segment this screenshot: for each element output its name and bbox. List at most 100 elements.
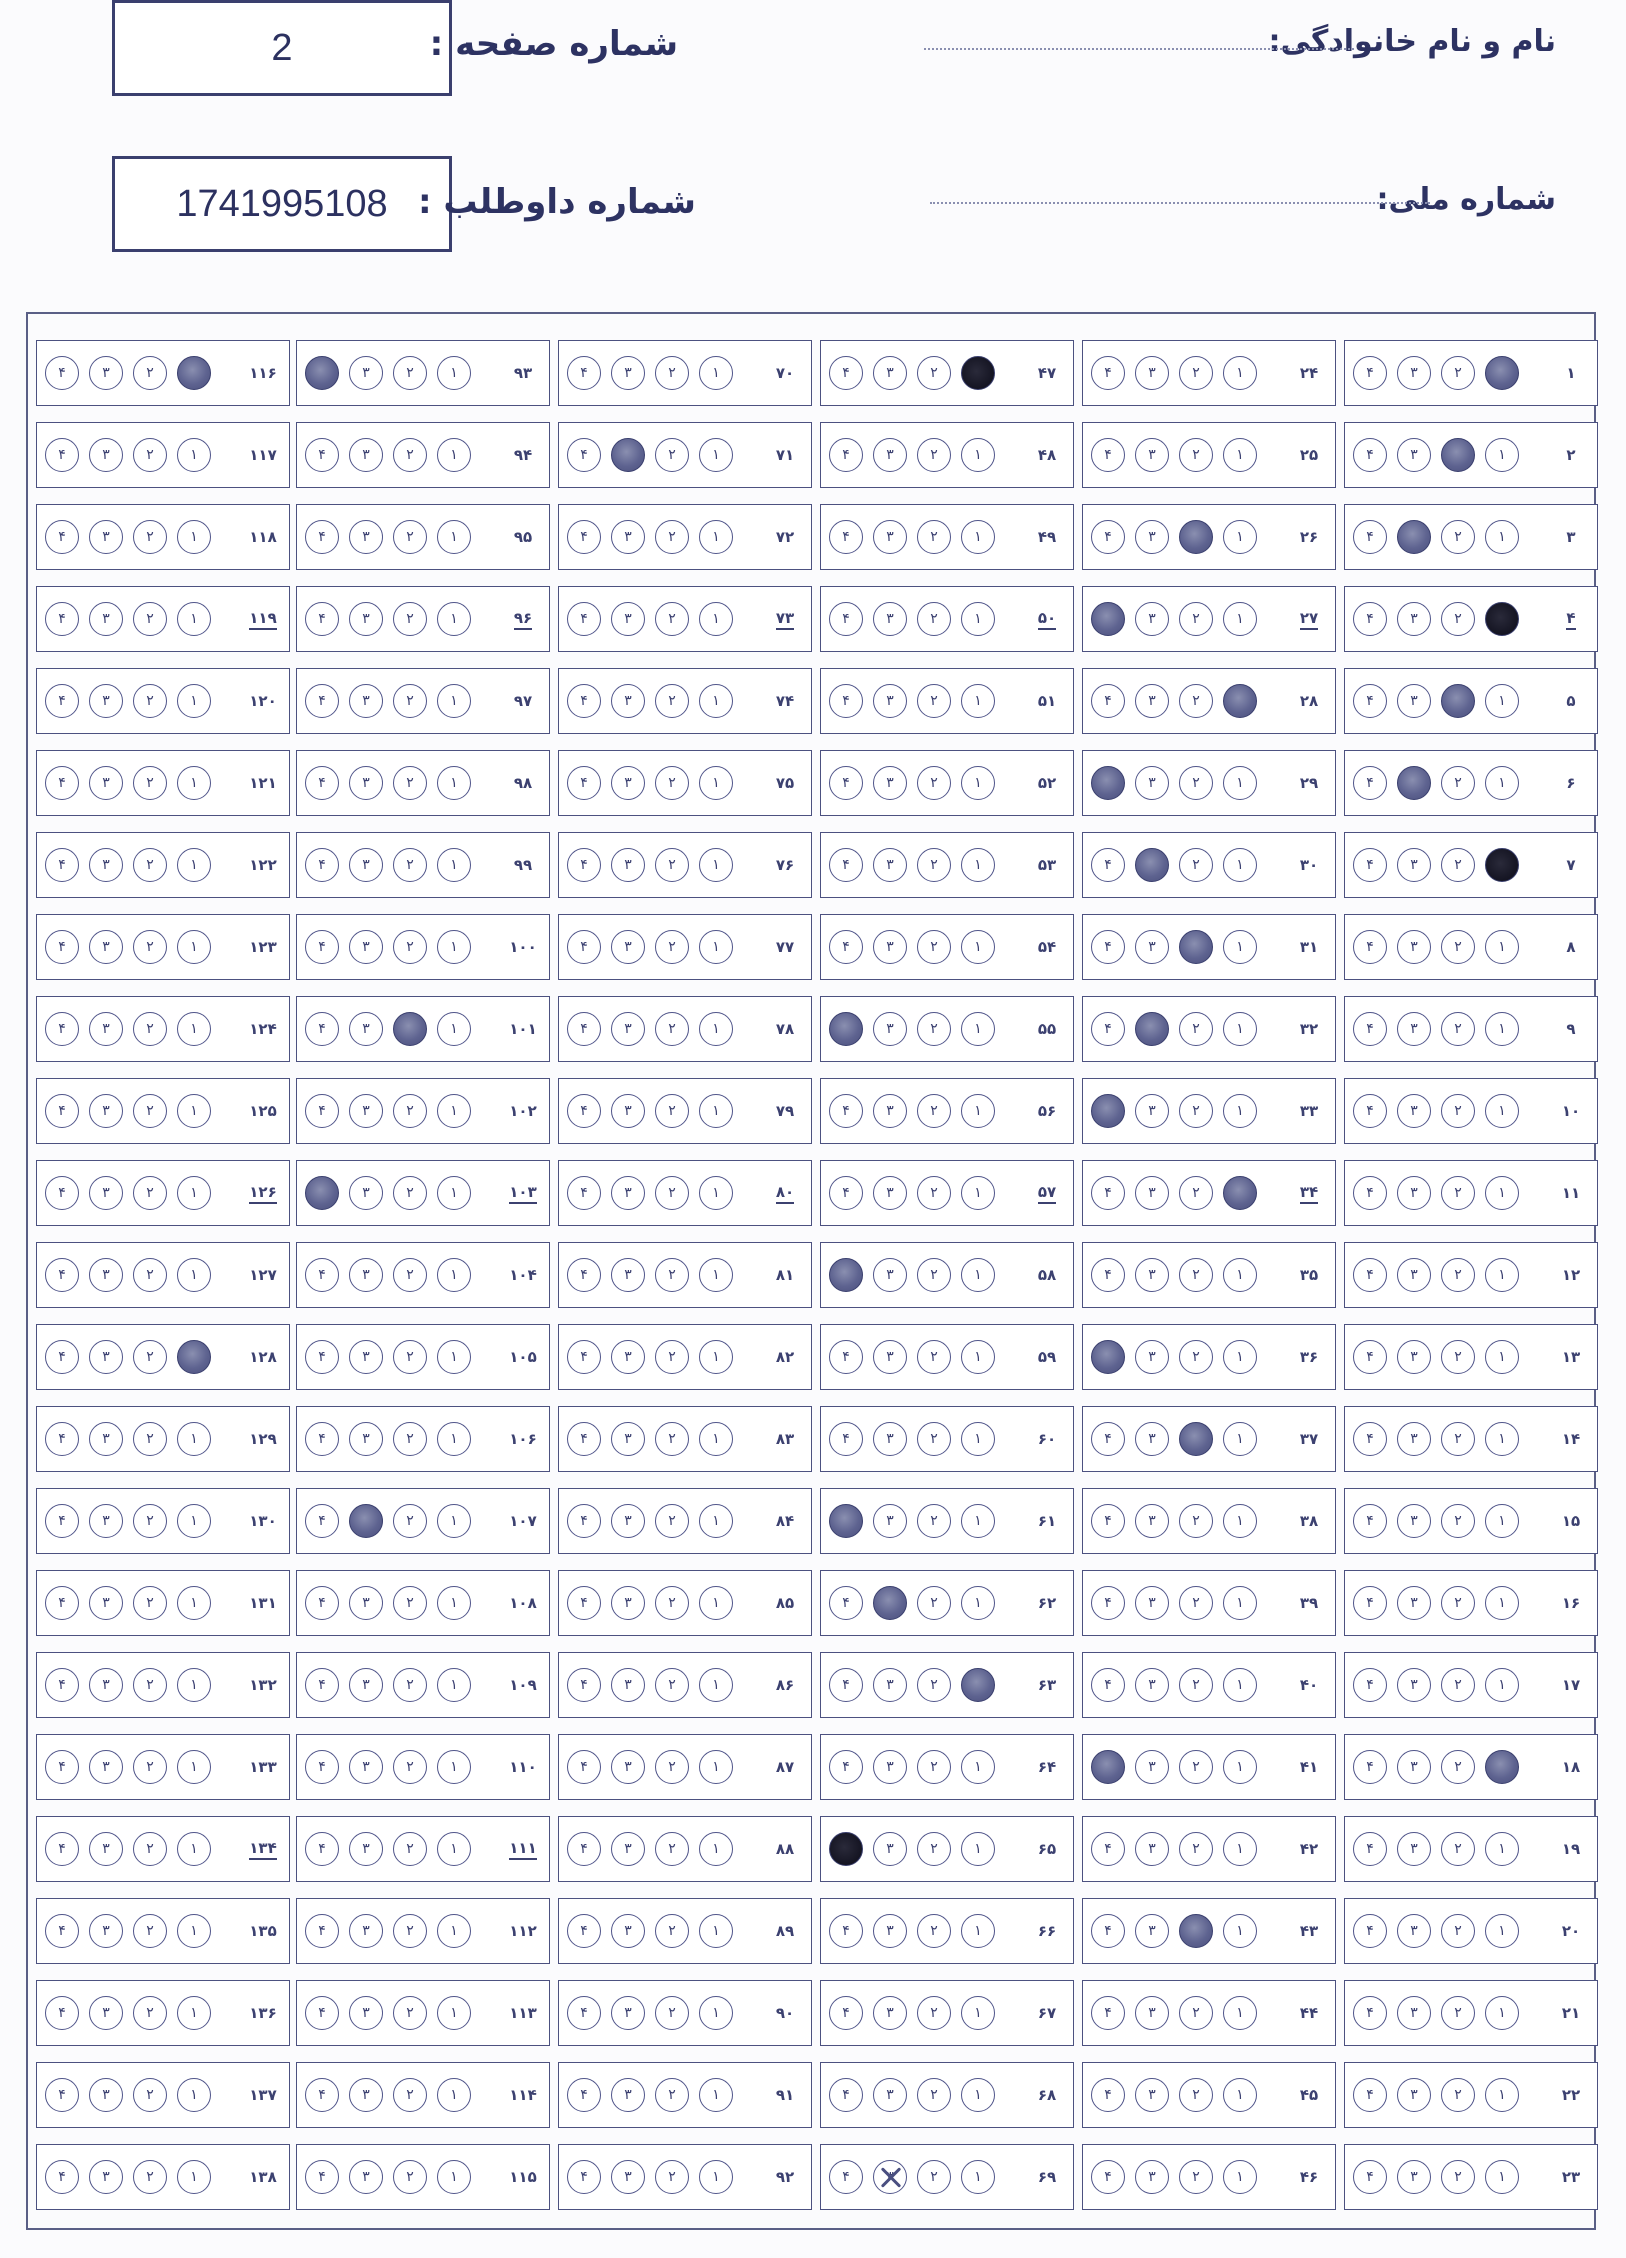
answer-bubble-option-2[interactable]: ۲ (133, 2160, 167, 2194)
answer-bubble-option-4[interactable]: ۴ (45, 1832, 79, 1866)
answer-bubble-option-1[interactable]: ۱ (699, 1094, 733, 1128)
answer-bubble-option-1[interactable]: ۱ (437, 1504, 471, 1538)
answer-bubble-option-3[interactable]: ۳ (349, 1586, 383, 1620)
answer-bubble-option-2[interactable]: ۲ (133, 1012, 167, 1046)
answer-bubble-option-3[interactable]: ۳ (1135, 1012, 1169, 1046)
answer-bubble-option-1[interactable]: ۱ (177, 1586, 211, 1620)
answer-bubble-option-2[interactable]: ۲ (917, 1914, 951, 1948)
answer-bubble-option-4[interactable]: ۴ (45, 602, 79, 636)
answer-bubble-option-2[interactable]: ۲ (393, 1012, 427, 1046)
answer-bubble-option-4[interactable]: ۴ (45, 1258, 79, 1292)
answer-bubble-option-4[interactable]: ۴ (45, 1094, 79, 1128)
answer-bubble-option-3[interactable]: ۳ (611, 1258, 645, 1292)
answer-bubble-option-3[interactable]: ۳ (1135, 930, 1169, 964)
answer-bubble-option-1[interactable]: ۱ (437, 1094, 471, 1128)
answer-bubble-option-2[interactable]: ۲ (917, 1012, 951, 1046)
answer-bubble-option-1[interactable]: ۱ (437, 1832, 471, 1866)
answer-bubble-option-1[interactable]: ۱ (177, 1504, 211, 1538)
answer-bubble-option-1[interactable]: ۱ (437, 684, 471, 718)
answer-bubble-option-4[interactable]: ۴ (45, 1996, 79, 2030)
answer-bubble-option-3[interactable]: ۳ (89, 602, 123, 636)
answer-bubble-option-2[interactable]: ۲ (133, 520, 167, 554)
answer-bubble-option-3[interactable]: ۳ (349, 1012, 383, 1046)
answer-bubble-option-1[interactable]: ۱ (177, 520, 211, 554)
answer-bubble-option-3[interactable]: ۳ (1397, 1176, 1431, 1210)
answer-bubble-option-3[interactable]: ۳ (349, 438, 383, 472)
answer-bubble-option-4[interactable]: ۴ (1091, 1012, 1125, 1046)
answer-bubble-option-4[interactable]: ۴ (305, 1668, 339, 1702)
answer-bubble-option-1[interactable]: ۱ (1223, 602, 1257, 636)
answer-bubble-option-3[interactable]: ۳ (1135, 356, 1169, 390)
answer-bubble-option-1[interactable]: ۱ (437, 356, 471, 390)
answer-bubble-option-4[interactable]: ۴ (1353, 766, 1387, 800)
answer-bubble-option-1[interactable]: ۱ (437, 520, 471, 554)
answer-bubble-option-1[interactable]: ۱ (1485, 1996, 1519, 2030)
answer-bubble-option-4[interactable]: ۴ (305, 1094, 339, 1128)
answer-bubble-option-2[interactable]: ۲ (1441, 2078, 1475, 2112)
answer-bubble-option-4[interactable]: ۴ (1091, 1586, 1125, 1620)
answer-bubble-option-2[interactable]: ۲ (133, 1914, 167, 1948)
answer-bubble-option-3[interactable]: ۳ (873, 2078, 907, 2112)
answer-bubble-option-4[interactable]: ۴ (829, 1504, 863, 1538)
answer-bubble-option-1[interactable]: ۱ (1223, 1832, 1257, 1866)
answer-bubble-option-3[interactable]: ۳ (873, 1668, 907, 1702)
answer-bubble-option-1[interactable]: ۱ (437, 2078, 471, 2112)
answer-bubble-option-3[interactable]: ۳ (89, 1176, 123, 1210)
answer-bubble-option-1[interactable]: ۱ (1223, 766, 1257, 800)
answer-bubble-option-3[interactable]: ۳ (1397, 602, 1431, 636)
answer-bubble-option-1[interactable]: ۱ (1485, 1176, 1519, 1210)
answer-bubble-option-2[interactable]: ۲ (1441, 1668, 1475, 1702)
answer-bubble-option-1[interactable]: ۱ (177, 1258, 211, 1292)
answer-bubble-option-4[interactable]: ۴ (45, 2078, 79, 2112)
answer-bubble-option-4[interactable]: ۴ (1353, 356, 1387, 390)
answer-bubble-option-1[interactable]: ۱ (177, 438, 211, 472)
answer-bubble-option-2[interactable]: ۲ (133, 1258, 167, 1292)
answer-bubble-option-2[interactable]: ۲ (1441, 1914, 1475, 1948)
answer-bubble-option-2[interactable]: ۲ (917, 1422, 951, 1456)
answer-bubble-option-3[interactable]: ۳ (1135, 602, 1169, 636)
answer-bubble-option-3[interactable]: ۳ (1135, 1668, 1169, 1702)
answer-bubble-option-2[interactable]: ۲ (917, 1094, 951, 1128)
answer-bubble-option-3[interactable]: ۳ (89, 1750, 123, 1784)
answer-bubble-option-2[interactable]: ۲ (1441, 438, 1475, 472)
answer-bubble-option-3[interactable]: ۳ (1135, 1504, 1169, 1538)
answer-bubble-option-4[interactable]: ۴ (567, 1586, 601, 1620)
answer-bubble-option-3[interactable]: ۳ (611, 1094, 645, 1128)
answer-bubble-option-3[interactable]: ۳ (873, 2160, 907, 2194)
answer-bubble-option-4[interactable]: ۴ (305, 520, 339, 554)
answer-bubble-option-3[interactable]: ۳ (349, 766, 383, 800)
answer-bubble-option-1[interactable]: ۱ (961, 356, 995, 390)
answer-bubble-option-2[interactable]: ۲ (133, 684, 167, 718)
answer-bubble-option-3[interactable]: ۳ (611, 1668, 645, 1702)
answer-bubble-option-3[interactable]: ۳ (611, 602, 645, 636)
answer-bubble-option-4[interactable]: ۴ (829, 1340, 863, 1374)
answer-bubble-option-3[interactable]: ۳ (873, 1750, 907, 1784)
answer-bubble-option-3[interactable]: ۳ (611, 356, 645, 390)
answer-bubble-option-3[interactable]: ۳ (89, 1012, 123, 1046)
answer-bubble-option-2[interactable]: ۲ (133, 1504, 167, 1538)
answer-bubble-option-1[interactable]: ۱ (961, 1094, 995, 1128)
answer-bubble-option-1[interactable]: ۱ (437, 438, 471, 472)
answer-bubble-option-4[interactable]: ۴ (45, 1340, 79, 1374)
answer-bubble-option-1[interactable]: ۱ (1485, 2078, 1519, 2112)
answer-bubble-option-4[interactable]: ۴ (305, 930, 339, 964)
answer-bubble-option-1[interactable]: ۱ (961, 684, 995, 718)
answer-bubble-option-3[interactable]: ۳ (1135, 2160, 1169, 2194)
answer-bubble-option-3[interactable]: ۳ (1397, 684, 1431, 718)
answer-bubble-option-3[interactable]: ۳ (89, 1832, 123, 1866)
answer-bubble-option-4[interactable]: ۴ (45, 1422, 79, 1456)
answer-bubble-option-1[interactable]: ۱ (437, 1586, 471, 1620)
answer-bubble-option-2[interactable]: ۲ (917, 1586, 951, 1620)
answer-bubble-option-3[interactable]: ۳ (349, 1914, 383, 1948)
answer-bubble-option-2[interactable]: ۲ (655, 766, 689, 800)
answer-bubble-option-1[interactable]: ۱ (1485, 1094, 1519, 1128)
answer-bubble-option-1[interactable]: ۱ (1223, 684, 1257, 718)
answer-bubble-option-3[interactable]: ۳ (1397, 2078, 1431, 2112)
answer-bubble-option-1[interactable]: ۱ (699, 1996, 733, 2030)
answer-bubble-option-4[interactable]: ۴ (567, 2078, 601, 2112)
answer-bubble-option-1[interactable]: ۱ (1485, 1012, 1519, 1046)
answer-bubble-option-2[interactable]: ۲ (393, 1586, 427, 1620)
answer-bubble-option-4[interactable]: ۴ (305, 1996, 339, 2030)
answer-bubble-option-1[interactable]: ۱ (961, 1914, 995, 1948)
answer-bubble-option-1[interactable]: ۱ (699, 602, 733, 636)
